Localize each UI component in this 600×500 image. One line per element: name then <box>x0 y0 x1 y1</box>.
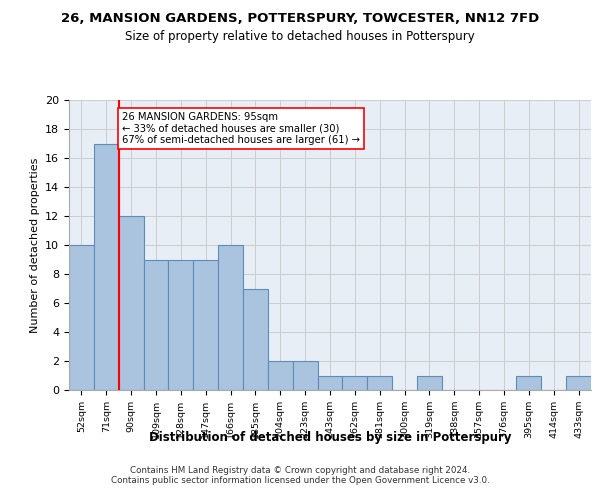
Y-axis label: Number of detached properties: Number of detached properties <box>29 158 40 332</box>
Bar <box>566 376 591 390</box>
Bar <box>193 260 218 390</box>
Text: 26 MANSION GARDENS: 95sqm
← 33% of detached houses are smaller (30)
67% of semi-: 26 MANSION GARDENS: 95sqm ← 33% of detac… <box>122 112 361 145</box>
Bar <box>169 260 193 390</box>
Bar <box>94 144 119 390</box>
Bar <box>317 376 343 390</box>
Bar <box>218 245 243 390</box>
Bar <box>69 245 94 390</box>
Text: 26, MANSION GARDENS, POTTERSPURY, TOWCESTER, NN12 7FD: 26, MANSION GARDENS, POTTERSPURY, TOWCES… <box>61 12 539 26</box>
Bar <box>119 216 143 390</box>
Bar <box>343 376 367 390</box>
Bar <box>143 260 169 390</box>
Text: Distribution of detached houses by size in Potterspury: Distribution of detached houses by size … <box>149 431 511 444</box>
Bar <box>293 361 317 390</box>
Bar <box>243 288 268 390</box>
Text: Size of property relative to detached houses in Potterspury: Size of property relative to detached ho… <box>125 30 475 43</box>
Bar <box>517 376 541 390</box>
Bar <box>268 361 293 390</box>
Bar <box>417 376 442 390</box>
Text: Contains HM Land Registry data © Crown copyright and database right 2024.
Contai: Contains HM Land Registry data © Crown c… <box>110 466 490 485</box>
Bar <box>367 376 392 390</box>
